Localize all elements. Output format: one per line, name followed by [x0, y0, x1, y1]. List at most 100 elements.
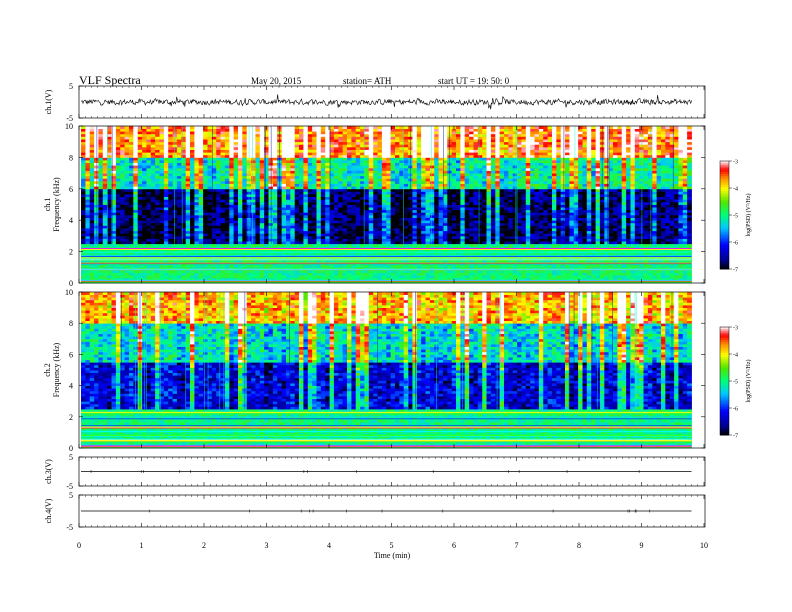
- spectro-cell: [98, 204, 104, 208]
- spectro-cell: [678, 264, 684, 268]
- spectro-cell: [242, 215, 248, 218]
- spectro-cell: [530, 222, 535, 226]
- spectro-cell: [543, 220, 548, 224]
- spectro-cell: [381, 241, 387, 245]
- spectro-cell: [251, 246, 256, 250]
- spectro-cell: [259, 215, 265, 218]
- spectro-cell: [259, 230, 265, 234]
- spectro-cell: [190, 277, 195, 281]
- spectro-cell: [573, 222, 579, 226]
- spectro-cell: [665, 196, 671, 200]
- spectro-cell: [434, 243, 439, 247]
- spectro-cell: [565, 230, 570, 234]
- spectro-cell: [203, 207, 208, 211]
- spectro-cell: [630, 251, 636, 255]
- spectro-cell: [85, 233, 91, 237]
- spectro-cell: [176, 222, 182, 226]
- spectro-cell: [656, 264, 662, 268]
- spectro-cell: [547, 220, 553, 224]
- spectro-cell: [495, 249, 501, 252]
- spectro-cell: [194, 220, 200, 224]
- spectro-cell: [198, 215, 204, 218]
- spectro-cell: [403, 238, 409, 242]
- spectro-cell: [665, 222, 671, 226]
- spectro-cell: [320, 204, 326, 208]
- spectro-cell: [329, 235, 335, 239]
- spectro-cell: [390, 199, 396, 203]
- spectro-cell: [381, 196, 387, 200]
- spectro-cell: [107, 251, 112, 255]
- spectro-cell: [98, 215, 104, 218]
- spectro-cell: [373, 230, 378, 234]
- spectro-cell: [543, 249, 548, 252]
- spectro-cell: [469, 272, 474, 276]
- spectro-cell: [639, 243, 644, 247]
- spectro-cell: [412, 228, 418, 232]
- spectro-cell: [133, 225, 139, 229]
- spectro-cell: [517, 272, 522, 276]
- spectro-cell: [604, 238, 610, 242]
- spectro-cell: [107, 230, 112, 234]
- spectro-cell: [338, 241, 344, 245]
- spectro-cell: [682, 217, 688, 221]
- spectro-cell: [150, 215, 156, 218]
- spectro-cell: [181, 207, 187, 211]
- spectro-cell: [307, 277, 313, 281]
- spectro-cell: [176, 209, 182, 213]
- spectro-cell: [490, 220, 496, 224]
- spectro-cell: [115, 199, 121, 203]
- spectro-cell: [320, 249, 326, 252]
- spectro-cell: [678, 220, 684, 224]
- spectro-cell: [591, 272, 596, 276]
- spectro-cell: [512, 243, 518, 247]
- spectro-cell: [521, 249, 527, 252]
- spectro-cell: [312, 199, 317, 203]
- spectro-cell: [355, 269, 361, 273]
- spectro-cell: [504, 233, 509, 237]
- spectro-cell: [403, 275, 409, 279]
- spectro-cell: [198, 269, 204, 273]
- spectro-cell: [552, 217, 557, 221]
- spectro-cell: [94, 220, 99, 224]
- spectro-cell: [307, 259, 313, 263]
- spectro-cell: [207, 251, 213, 255]
- spectro-cell: [464, 194, 470, 197]
- spectro-cell: [146, 191, 152, 195]
- spectro-cell: [264, 235, 269, 239]
- spectro-cell: [508, 199, 514, 203]
- spectro-cell: [342, 241, 348, 245]
- spectro-cell: [373, 243, 378, 247]
- spectro-cell: [272, 249, 278, 252]
- spectro-cell: [120, 204, 125, 208]
- spectro-cell: [552, 215, 557, 218]
- spectro-cell: [355, 235, 361, 239]
- spectro-cell: [81, 277, 86, 281]
- spectro-cell: [172, 267, 178, 271]
- spectro-cell: [682, 230, 688, 234]
- spectro-cell: [329, 241, 335, 245]
- spectro-cell: [442, 235, 448, 239]
- spectro-cell: [307, 246, 313, 250]
- spectro-cell: [656, 241, 662, 245]
- spectro-cell: [517, 241, 522, 245]
- spectro-cell: [220, 251, 226, 255]
- spectro-cell: [687, 264, 692, 268]
- spectro-cell: [159, 235, 165, 239]
- spectro-cell: [595, 194, 601, 197]
- spectro-cell: [185, 272, 191, 276]
- spectro-cell: [669, 220, 675, 224]
- spectro-cell: [137, 212, 143, 216]
- spectro-cell: [168, 233, 173, 237]
- spectro-cell: [573, 201, 579, 205]
- spectro-cell: [312, 204, 317, 208]
- spectro-cell: [124, 251, 130, 255]
- spectro-cell: [360, 212, 365, 216]
- spectro-cell: [294, 222, 300, 226]
- spectro-cell: [525, 233, 531, 237]
- spectro-cell: [272, 204, 278, 208]
- spectro-cell: [303, 246, 309, 250]
- spectro-cell: [85, 209, 91, 213]
- spectro-cell: [347, 275, 352, 279]
- spectro-cell: [386, 269, 392, 273]
- spectro-cell: [416, 228, 422, 232]
